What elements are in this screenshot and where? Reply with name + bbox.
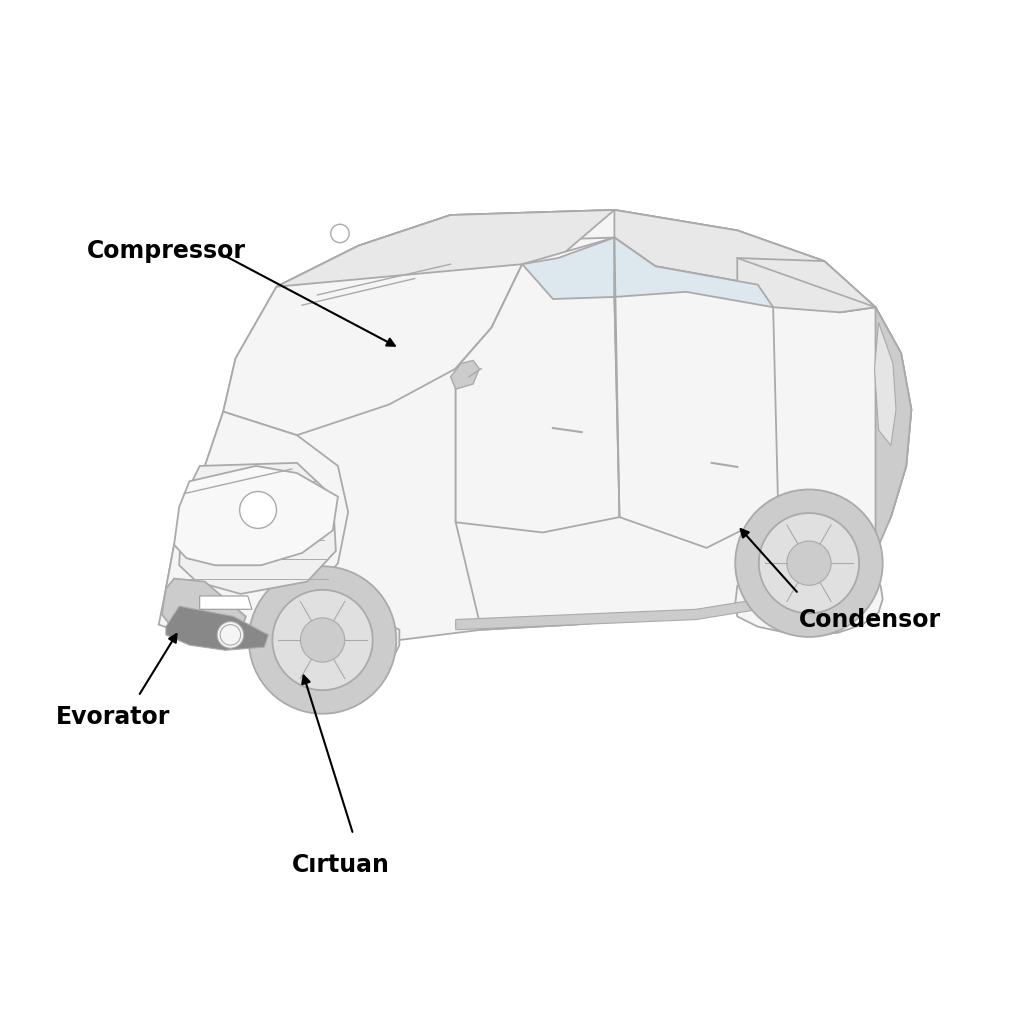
Polygon shape <box>166 412 348 633</box>
Polygon shape <box>166 606 268 650</box>
Polygon shape <box>200 596 252 609</box>
Circle shape <box>759 513 859 613</box>
Polygon shape <box>358 210 824 261</box>
Circle shape <box>786 541 831 586</box>
Polygon shape <box>737 258 876 312</box>
Polygon shape <box>456 238 911 630</box>
Polygon shape <box>876 307 911 553</box>
Circle shape <box>272 590 373 690</box>
Polygon shape <box>522 238 614 299</box>
Polygon shape <box>276 210 614 287</box>
Polygon shape <box>159 210 911 650</box>
Polygon shape <box>874 323 896 445</box>
Polygon shape <box>456 238 620 532</box>
Polygon shape <box>451 360 479 389</box>
Polygon shape <box>456 596 778 630</box>
Circle shape <box>300 617 345 663</box>
Text: Cırtuan: Cırtuan <box>292 853 390 878</box>
Circle shape <box>240 492 276 528</box>
Text: Evorator: Evorator <box>56 705 171 729</box>
Polygon shape <box>223 215 522 435</box>
Circle shape <box>217 622 244 648</box>
Polygon shape <box>735 582 883 635</box>
Polygon shape <box>614 210 876 312</box>
Text: Condensor: Condensor <box>799 607 941 632</box>
Polygon shape <box>162 579 246 637</box>
Circle shape <box>735 489 883 637</box>
Polygon shape <box>174 466 338 565</box>
Circle shape <box>249 566 396 714</box>
Polygon shape <box>246 620 399 676</box>
Polygon shape <box>614 238 773 307</box>
Text: Compressor: Compressor <box>87 239 246 263</box>
Polygon shape <box>614 238 778 548</box>
Polygon shape <box>179 463 336 594</box>
